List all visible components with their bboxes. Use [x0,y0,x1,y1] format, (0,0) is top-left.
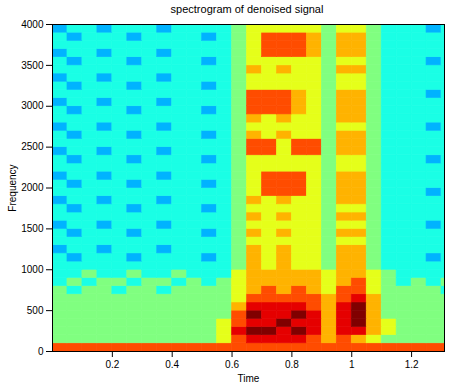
svg-text:500: 500 [27,305,44,316]
html-text:spectrogram of denoised signal: spectrogram of denoised signal [170,3,324,15]
svg-text:Frequency: Frequency [7,164,18,211]
svg-text:1: 1 [349,359,355,370]
svg-text:2000: 2000 [21,182,44,193]
svg-text:2500: 2500 [21,141,44,152]
svg-text:0.8: 0.8 [285,359,299,370]
svg-text:3500: 3500 [21,60,44,71]
svg-text:1500: 1500 [21,223,44,234]
svg-text:1.2: 1.2 [405,359,419,370]
svg-text:Time: Time [238,373,260,384]
svg-text:1000: 1000 [21,264,44,275]
svg-text:4000: 4000 [21,19,44,30]
svg-text:0.4: 0.4 [165,359,179,370]
svg-text:0.2: 0.2 [105,359,119,370]
svg-text:0: 0 [38,346,44,357]
svg-text:0.6: 0.6 [225,359,239,370]
svg-text:3000: 3000 [21,100,44,111]
